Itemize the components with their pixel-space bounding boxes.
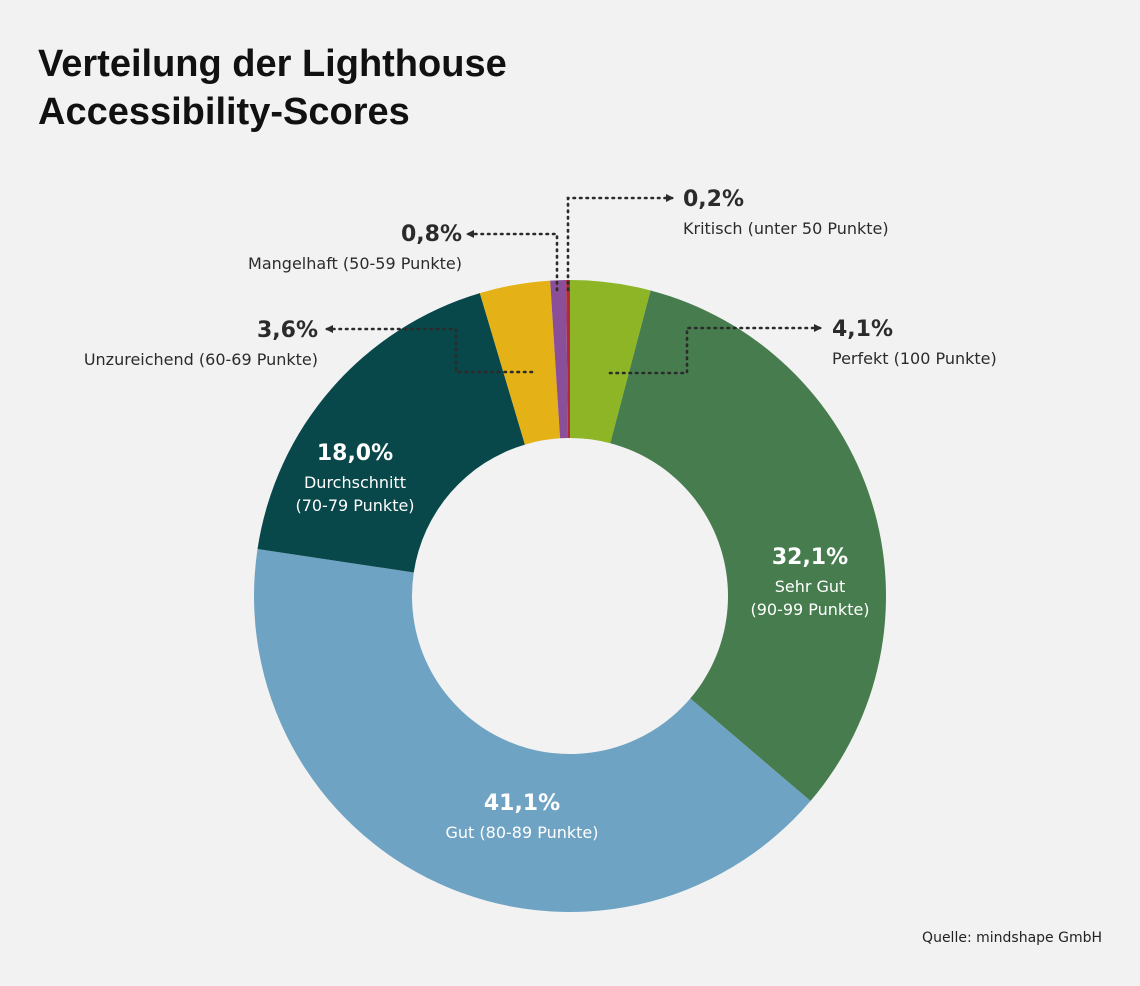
category-label-durchschnitt: Durchschnitt — [304, 473, 406, 492]
category-label-durchschnitt-line-2: (70-79 Punkte) — [295, 496, 414, 515]
slice-durchschnitt — [257, 293, 525, 573]
category-label-perfekt: Perfekt (100 Punkte) — [832, 349, 997, 368]
category-label-sehr-gut-line-2: (90-99 Punkte) — [750, 600, 869, 619]
leader-lines — [325, 194, 822, 375]
category-label-sehr-gut: Sehr Gut — [775, 577, 846, 596]
category-label-unzureichend: Unzureichend (60-69 Punkte) — [84, 350, 318, 369]
chart-title-line-1: Verteilung der Lighthouse — [38, 43, 507, 85]
leader-line-mangelhaft — [466, 230, 559, 292]
percent-label-durchschnitt: 18,0% — [317, 441, 393, 466]
leader-line-unzureichend — [325, 325, 534, 374]
slice-perfekt — [570, 280, 651, 444]
percent-label-gut: 41,1% — [484, 791, 560, 816]
chart-title-line-2: Accessibility-Scores — [38, 91, 410, 133]
donut-slices — [254, 280, 887, 912]
chart-title: Verteilung der Lighthouse Accessibility-… — [38, 40, 738, 136]
percent-label-perfekt: 4,1% — [832, 317, 893, 342]
percent-label-mangelhaft: 0,8% — [401, 222, 462, 247]
category-label-kritisch: Kritisch (unter 50 Punkte) — [683, 219, 889, 238]
slice-kritisch — [566, 280, 570, 439]
leader-line-perfekt — [608, 324, 822, 375]
category-label-gut: Gut (80-89 Punkte) — [446, 823, 599, 842]
slice-unzureichend — [479, 280, 561, 445]
leader-line-kritisch — [566, 194, 674, 292]
percent-label-unzureichend: 3,6% — [257, 318, 318, 343]
percent-label-sehr-gut: 32,1% — [772, 545, 848, 570]
category-label-mangelhaft: Mangelhaft (50-59 Punkte) — [248, 254, 462, 273]
slice-mangelhaft — [550, 280, 569, 439]
slice-gut — [254, 548, 811, 912]
source-note: Quelle: mindshape GmbH — [922, 930, 1102, 946]
slice-sehr-gut — [610, 290, 887, 802]
percent-label-kritisch: 0,2% — [683, 187, 744, 212]
slice-labels: 32,1% Sehr Gut (90-99 Punkte) 41,1% Gut (80-… — [84, 187, 997, 842]
